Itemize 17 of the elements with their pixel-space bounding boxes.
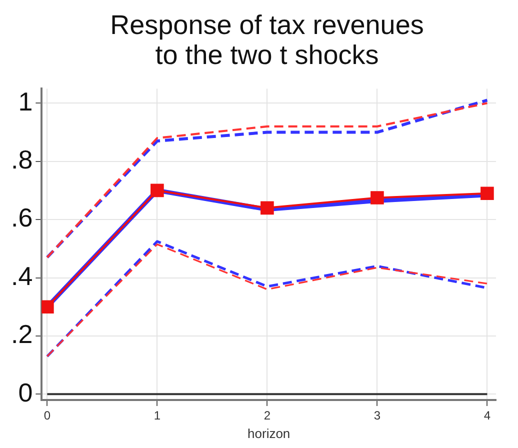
x-tick-label: 2 — [264, 408, 271, 423]
x-tick-label: 3 — [374, 408, 381, 423]
point — [42, 300, 54, 314]
x-tick-label: 0 — [44, 408, 51, 423]
y-tick-label: .4 — [10, 260, 33, 291]
x-tick-label: 4 — [484, 408, 491, 423]
y-tick-label: .8 — [10, 144, 33, 175]
chart-title: Response of tax revenues to the two t shocks — [109, 9, 425, 70]
point — [480, 186, 494, 200]
y-tick-label: .6 — [10, 202, 33, 233]
y-tick-label: 1 — [18, 86, 33, 116]
point — [370, 191, 384, 204]
y-tick-label: .2 — [10, 319, 33, 350]
x-axis-title: horizon — [248, 426, 290, 441]
point — [150, 184, 164, 198]
x-tick-label: 1 — [154, 408, 161, 423]
point — [260, 201, 274, 215]
